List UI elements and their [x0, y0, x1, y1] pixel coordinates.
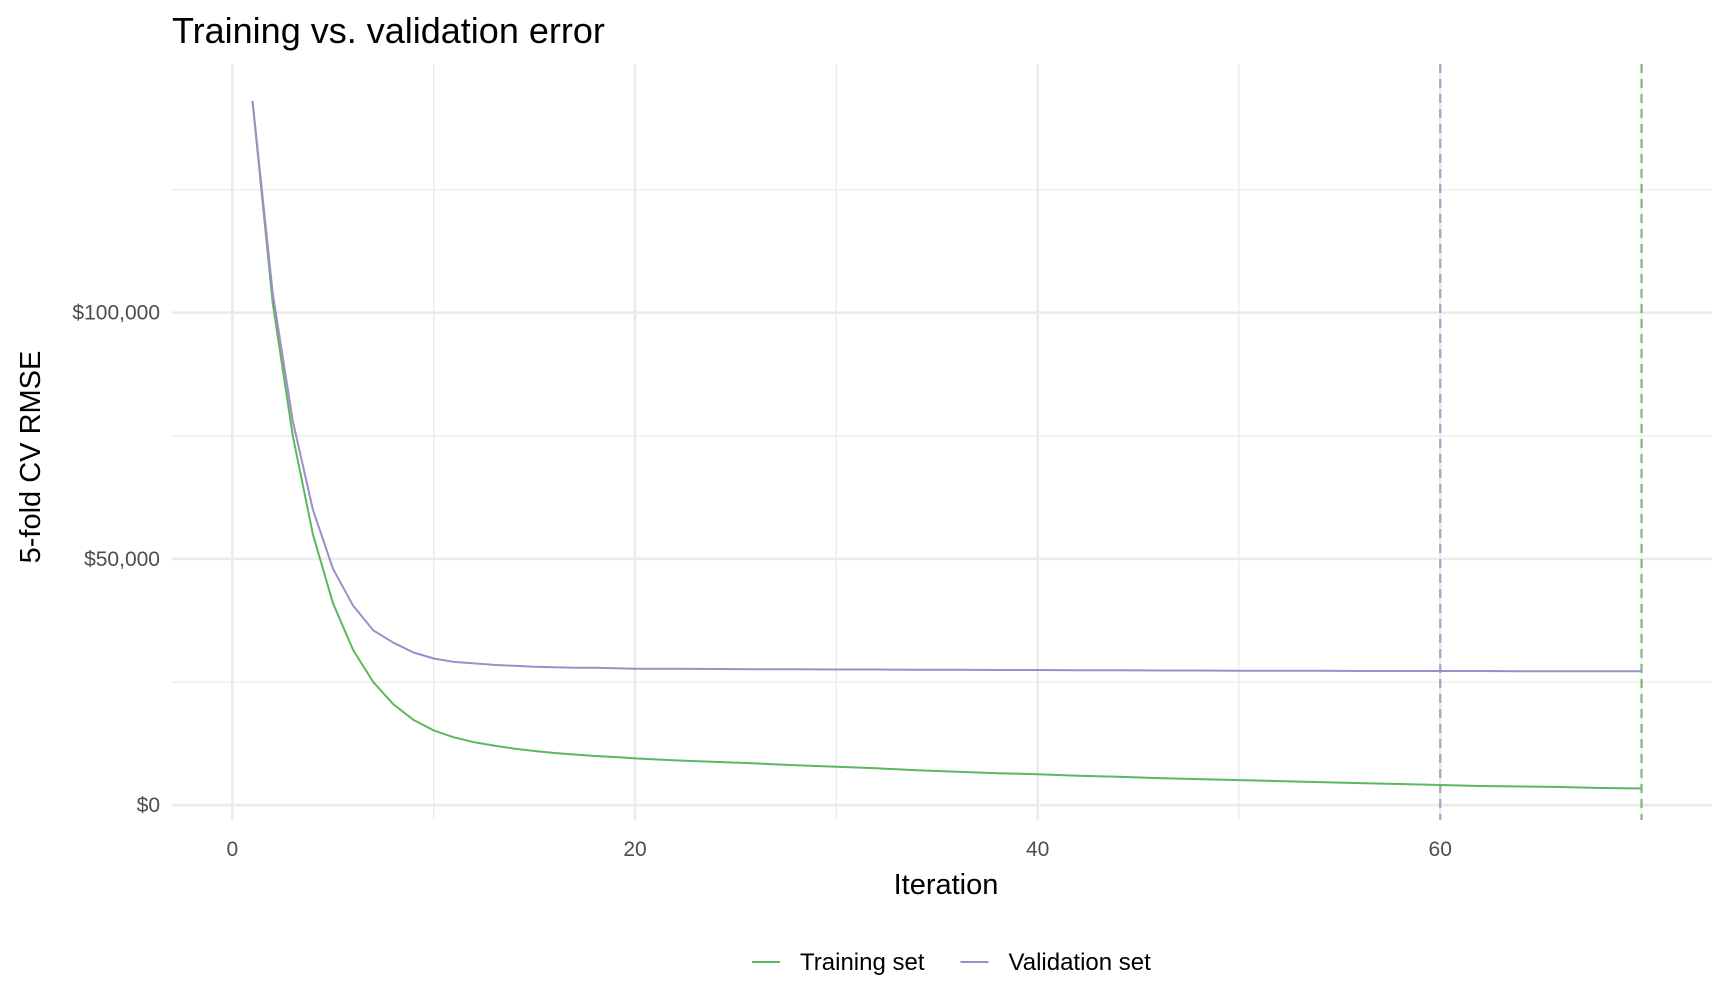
y-tick-label: $50,000 [84, 548, 160, 571]
y-tick-label: $0 [137, 794, 160, 817]
x-tick-label: 40 [1026, 838, 1049, 861]
legend: Training set Validation set [752, 949, 1151, 976]
x-tick-label: 60 [1429, 838, 1452, 861]
best-iteration-lines [1439, 64, 1643, 820]
legend-label: Training set [800, 949, 925, 976]
x-axis-title: Iteration [894, 869, 999, 901]
x-tick-label: 0 [227, 838, 239, 861]
y-axis-title: 5-fold CV RMSE [15, 351, 47, 564]
x-tick-label: 20 [623, 838, 646, 861]
y-axis-ticks: $0 $50,000 $100,000 [72, 302, 160, 818]
chart-title: Training vs. validation error [172, 10, 605, 51]
grid [172, 64, 1712, 820]
y-tick-label: $100,000 [72, 302, 160, 325]
x-axis-ticks: 0 20 40 60 [227, 838, 1452, 861]
series-line-validation-set [251, 100, 1642, 673]
legend-label: Validation set [1009, 949, 1152, 976]
series-lines [251, 100, 1642, 790]
series-line-training-set [251, 100, 1642, 790]
